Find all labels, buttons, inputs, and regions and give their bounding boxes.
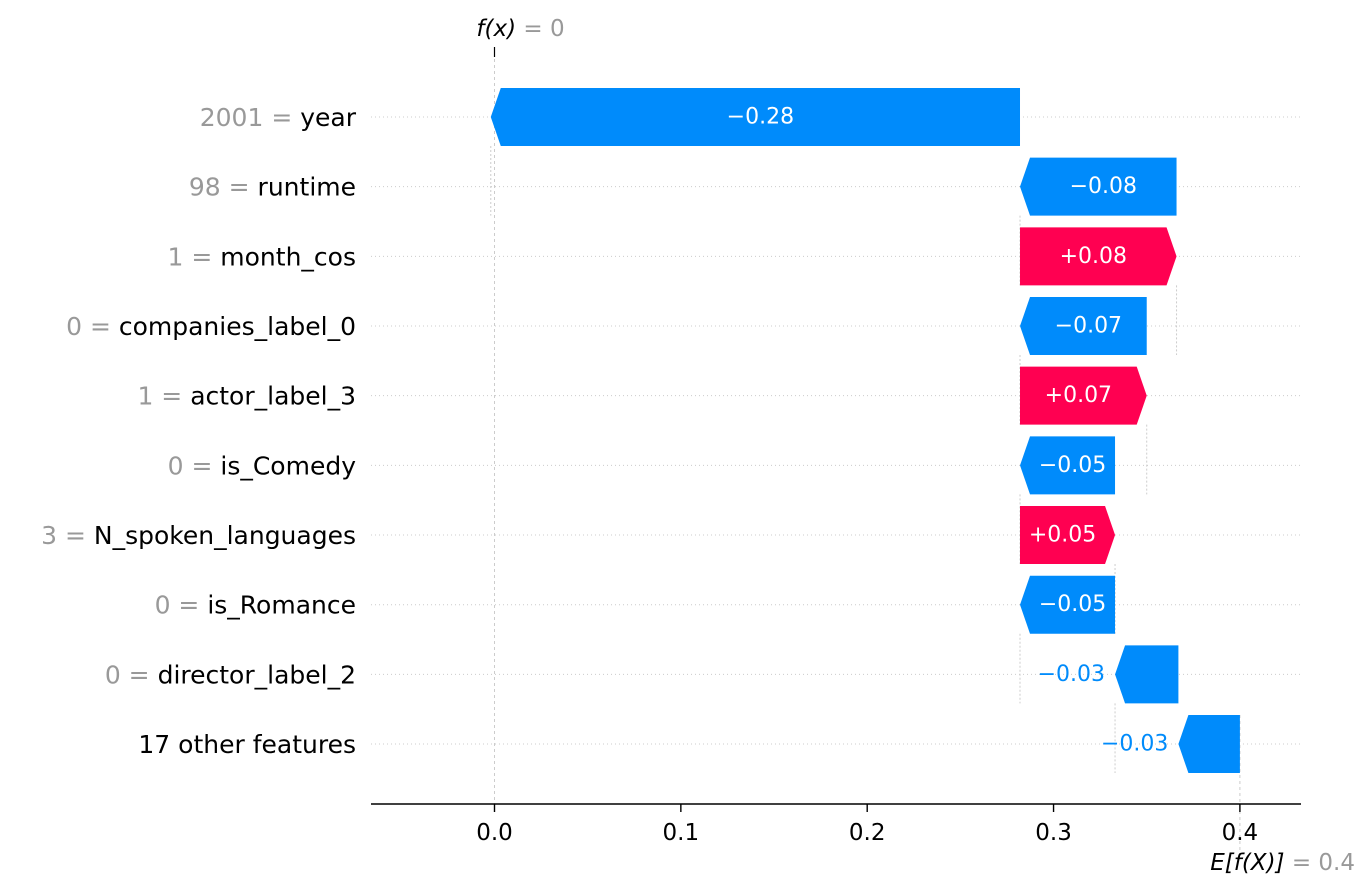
base-value-expression: E[f(X)] bbox=[1210, 850, 1284, 876]
output-value-expression: f(x) bbox=[476, 16, 516, 42]
feature-value: 3 = bbox=[41, 521, 94, 550]
feature-value: 0 = bbox=[105, 660, 158, 689]
feature-label: 0 = is_Romance bbox=[155, 590, 356, 619]
feature-name: N_spoken_languages bbox=[94, 521, 356, 550]
bar-value-label: −0.28 bbox=[727, 105, 794, 130]
feature-name: 17 other features bbox=[138, 730, 356, 759]
feature-name: companies_label_0 bbox=[119, 312, 356, 341]
waterfall-bar bbox=[1020, 297, 1147, 356]
feature-label: 98 = runtime bbox=[189, 172, 356, 201]
feature-value: 0 = bbox=[66, 312, 119, 341]
x-tick-label: 0.2 bbox=[849, 820, 886, 846]
feature-label: 2001 = year bbox=[200, 103, 357, 132]
feature-label: 0 = companies_label_0 bbox=[66, 312, 356, 341]
bar-value-label: −0.07 bbox=[1055, 314, 1122, 339]
feature-value: 1 = bbox=[168, 242, 221, 271]
feature-value: 1 = bbox=[137, 381, 190, 410]
feature-name: is_Comedy bbox=[220, 451, 356, 480]
feature-label: 17 other features bbox=[138, 730, 356, 759]
bar-value-label: −0.05 bbox=[1039, 453, 1106, 478]
feature-value: 0 = bbox=[168, 451, 221, 480]
feature-name: director_label_2 bbox=[158, 660, 356, 689]
output-value-equals: = bbox=[523, 16, 550, 42]
feature-name: runtime bbox=[258, 172, 356, 201]
output-value-number: 0 bbox=[550, 16, 565, 42]
bar-value-label: −0.03 bbox=[1101, 732, 1168, 757]
feature-value: 0 = bbox=[155, 590, 208, 619]
feature-value: 98 = bbox=[189, 172, 258, 201]
x-axis: 0.0 0.1 0.2 0.3 0.4 bbox=[371, 803, 1301, 846]
bar-value-label: −0.03 bbox=[1038, 662, 1105, 687]
feature-name: actor_label_3 bbox=[190, 381, 356, 410]
x-tick-label: 0.0 bbox=[476, 820, 513, 846]
feature-label: 0 = is_Comedy bbox=[168, 451, 357, 480]
waterfall-bar bbox=[1020, 575, 1116, 634]
feature-name: is_Romance bbox=[207, 590, 356, 619]
base-value-equals: = bbox=[1292, 850, 1319, 876]
y-labels: 2001 = year 98 = runtime 1 = month_cos 0 = … bbox=[41, 103, 357, 759]
x-tick-label: 0.3 bbox=[1035, 820, 1072, 846]
feature-label: 1 = month_cos bbox=[168, 242, 356, 271]
waterfall-bar bbox=[1020, 157, 1177, 216]
bar-value-label: −0.08 bbox=[1070, 174, 1137, 199]
waterfall-bar bbox=[1020, 506, 1116, 565]
feature-label: 1 = actor_label_3 bbox=[137, 381, 356, 410]
feature-value: 2001 = bbox=[200, 103, 300, 132]
feature-label: 0 = director_label_2 bbox=[105, 660, 356, 689]
bars-layer: −0.28 −0.08 +0.08 −0.07 +0.07 −0.05 +0.05 −0.05… bbox=[490, 88, 1240, 774]
bar-value-label: +0.07 bbox=[1045, 383, 1112, 408]
feature-name: year bbox=[300, 103, 356, 132]
waterfall-bar bbox=[1020, 436, 1116, 495]
waterfall-bar bbox=[1178, 715, 1240, 774]
output-value-label: f(x) = 0 bbox=[476, 16, 564, 42]
base-value-label: E[f(X)] = 0.4 bbox=[1210, 850, 1355, 876]
feature-name: month_cos bbox=[220, 242, 356, 271]
bar-value-label: +0.05 bbox=[1029, 523, 1096, 548]
waterfall-bar bbox=[1115, 645, 1179, 704]
base-value-number: 0.4 bbox=[1318, 850, 1355, 876]
bar-value-label: −0.05 bbox=[1039, 592, 1106, 617]
waterfall-bar bbox=[1020, 227, 1177, 286]
waterfall-bar bbox=[1020, 366, 1147, 425]
bar-value-label: +0.08 bbox=[1060, 244, 1127, 269]
x-tick-label: 0.1 bbox=[663, 820, 700, 846]
waterfall-bar bbox=[490, 88, 1021, 146]
feature-label: 3 = N_spoken_languages bbox=[41, 521, 356, 550]
x-tick-label: 0.4 bbox=[1222, 820, 1259, 846]
